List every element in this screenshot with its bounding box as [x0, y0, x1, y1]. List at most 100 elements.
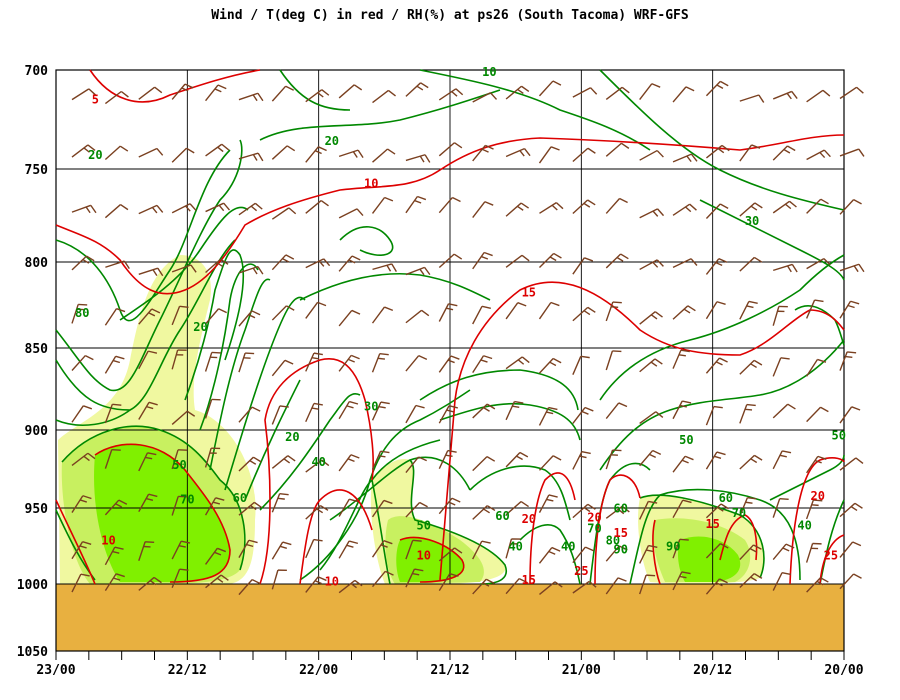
wind-barb-flag: [453, 253, 463, 260]
wind-barb: [371, 570, 394, 588]
wind-barb-staff: [639, 311, 656, 325]
wind-barb-staff: [639, 450, 654, 467]
wind-barb-staff: [271, 359, 286, 377]
wind-barb: [572, 257, 594, 275]
wind-barb-staff: [271, 305, 287, 321]
wind-barb-flag: [514, 400, 524, 404]
wind-barb-flag: [820, 406, 829, 413]
wind-barb: [71, 452, 96, 466]
wind-barb-flag: [485, 578, 495, 585]
wind-barb-flag: [617, 577, 627, 582]
wind-barb-staff: [605, 350, 614, 371]
wind-barb-flag: [378, 405, 386, 409]
wind-barb-flag: [424, 154, 431, 163]
wind-barb-flag: [520, 202, 530, 209]
wind-barb-staff: [572, 503, 589, 519]
wind-barb: [705, 405, 723, 426]
x-tick-label: 20/12: [693, 663, 732, 678]
wind-barb-flag: [220, 574, 229, 581]
wind-barb: [839, 263, 865, 273]
wind-barb: [371, 401, 390, 421]
wind-barb-flag: [684, 455, 694, 461]
wind-barb: [772, 571, 792, 591]
wind-barb: [238, 310, 261, 327]
wind-barb: [138, 267, 164, 277]
wind-barb: [138, 401, 158, 420]
wind-barb-flag: [817, 358, 827, 363]
wind-barb: [204, 497, 225, 516]
wind-barb-staff: [772, 200, 790, 214]
wind-barb-staff: [372, 89, 389, 104]
wind-barb: [71, 303, 88, 324]
wind-barb-flag: [282, 541, 292, 546]
wind-barb: [572, 199, 596, 215]
wind-barb-flag: [257, 152, 264, 162]
wind-barb: [171, 449, 188, 470]
wind-barb: [71, 495, 92, 513]
wind-barb-staff: [705, 357, 721, 374]
wind-barb-staff: [204, 448, 212, 468]
wind-barb-flag: [184, 83, 194, 89]
wind-barb-flag: [257, 266, 264, 275]
wind-barb: [372, 148, 396, 163]
wind-barb: [371, 306, 394, 324]
wind-barb: [305, 89, 330, 103]
wind-barb: [538, 80, 562, 97]
temperature-label: 15: [522, 285, 536, 299]
wind-barb: [472, 355, 493, 373]
wind-barb-staff: [739, 497, 749, 517]
wind-barb-staff: [171, 540, 182, 560]
wind-barb: [639, 411, 664, 425]
temperature-label: 10: [101, 533, 115, 547]
wind-barb-staff: [305, 200, 322, 214]
wind-barb-flag: [83, 405, 93, 410]
wind-barb-flag: [455, 88, 464, 96]
wind-barb-flag: [819, 151, 826, 159]
x-tick-label: 20/00: [824, 663, 863, 678]
wind-barb-flag: [118, 499, 128, 505]
wind-barb: [839, 351, 857, 371]
wind-barb: [839, 573, 862, 590]
wind-barb: [672, 258, 698, 268]
wind-barb-flag: [683, 308, 691, 314]
wind-barb-flag: [279, 492, 289, 496]
wind-barb-flag: [351, 255, 361, 261]
wind-barb-flag: [154, 86, 163, 94]
wind-barb: [305, 352, 323, 372]
wind-barb-staff: [705, 80, 721, 97]
wind-barb: [405, 309, 430, 324]
wind-barb-flag: [782, 450, 792, 454]
wind-barb: [405, 154, 431, 163]
wind-barb: [405, 82, 429, 97]
x-tick-label: 22/12: [168, 663, 207, 678]
wind-barb-flag: [519, 451, 529, 458]
wind-barb: [238, 202, 263, 216]
wind-barb-flag: [679, 538, 689, 541]
wind-barb: [772, 403, 796, 419]
wind-barb-flag: [791, 90, 798, 100]
wind-barb: [839, 86, 864, 100]
wind-barb-staff: [271, 254, 287, 271]
wind-barb-flag: [120, 90, 129, 98]
rh-label: 70: [732, 506, 746, 520]
wind-barbs: [71, 80, 865, 596]
wind-barb-flag: [151, 308, 161, 314]
wind-barb-flag: [853, 573, 862, 579]
wind-barb: [739, 256, 763, 272]
wind-barb: [104, 499, 128, 516]
wind-barb-staff: [639, 259, 658, 271]
wind-barb-staff: [773, 263, 793, 272]
wind-barb-flag: [148, 312, 156, 317]
wind-barb: [171, 568, 189, 589]
wind-barb-staff: [739, 202, 756, 217]
wind-barb-flag: [685, 206, 692, 213]
wind-barb-staff: [739, 94, 760, 102]
wind-barb: [238, 501, 263, 516]
wind-barb: [204, 447, 221, 468]
wind-barb-flag: [221, 143, 230, 151]
wind-barb: [338, 498, 359, 517]
wind-barb-staff: [438, 355, 452, 373]
wind-barb-flag: [451, 497, 461, 503]
wind-barb: [438, 547, 463, 562]
wind-barb: [405, 355, 428, 372]
